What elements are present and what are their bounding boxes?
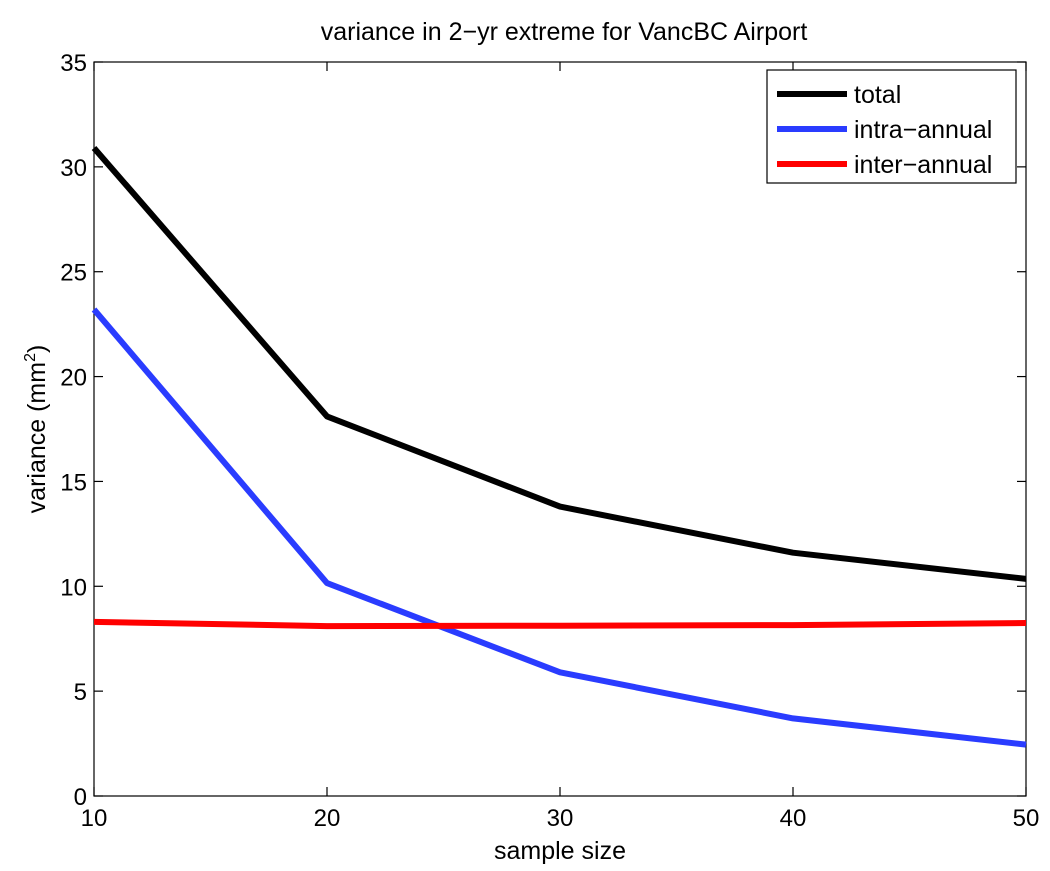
- series-lines: [91, 146, 1027, 748]
- x-axis-label: sample size: [494, 837, 626, 865]
- series-line-total: [91, 146, 1027, 582]
- y-axis-ticks: 0 5 10 15 20 25 30 35: [60, 50, 1026, 811]
- y-tick-label: 35: [60, 50, 87, 77]
- legend-label-total: total: [854, 81, 901, 109]
- y-tick-label: 10: [60, 574, 87, 601]
- y-tick-label: 15: [60, 469, 87, 496]
- y-axis-label-main: variance (mm: [23, 362, 51, 513]
- y-tick-label: 0: [74, 784, 87, 811]
- legend-label-inter-annual: inter−annual: [854, 151, 992, 179]
- legend-label-intra-annual: intra−annual: [854, 116, 992, 144]
- x-tick-label: 30: [547, 805, 574, 832]
- y-axis-label-close: ): [23, 345, 51, 353]
- chart-title: variance in 2−yr extreme for VancBC Airp…: [321, 18, 808, 46]
- series-line-intra-annual: [91, 307, 1027, 748]
- x-tick-label: 10: [81, 805, 108, 832]
- y-tick-label: 5: [74, 679, 87, 706]
- x-tick-label: 50: [1013, 805, 1040, 832]
- x-tick-label: 20: [314, 805, 341, 832]
- y-axis-label: variance (mm2): [22, 345, 51, 514]
- y-tick-label: 20: [60, 365, 87, 392]
- x-tick-label: 40: [780, 805, 807, 832]
- y-tick-label: 30: [60, 155, 87, 182]
- legend: total intra−annual inter−annual: [766, 69, 1017, 184]
- series-line-inter-annual: [93, 618, 1027, 630]
- x-axis-ticks: 10 20 30 40 50: [81, 62, 1040, 832]
- y-axis-label-superscript: 2: [22, 353, 39, 362]
- y-tick-label: 25: [60, 260, 87, 287]
